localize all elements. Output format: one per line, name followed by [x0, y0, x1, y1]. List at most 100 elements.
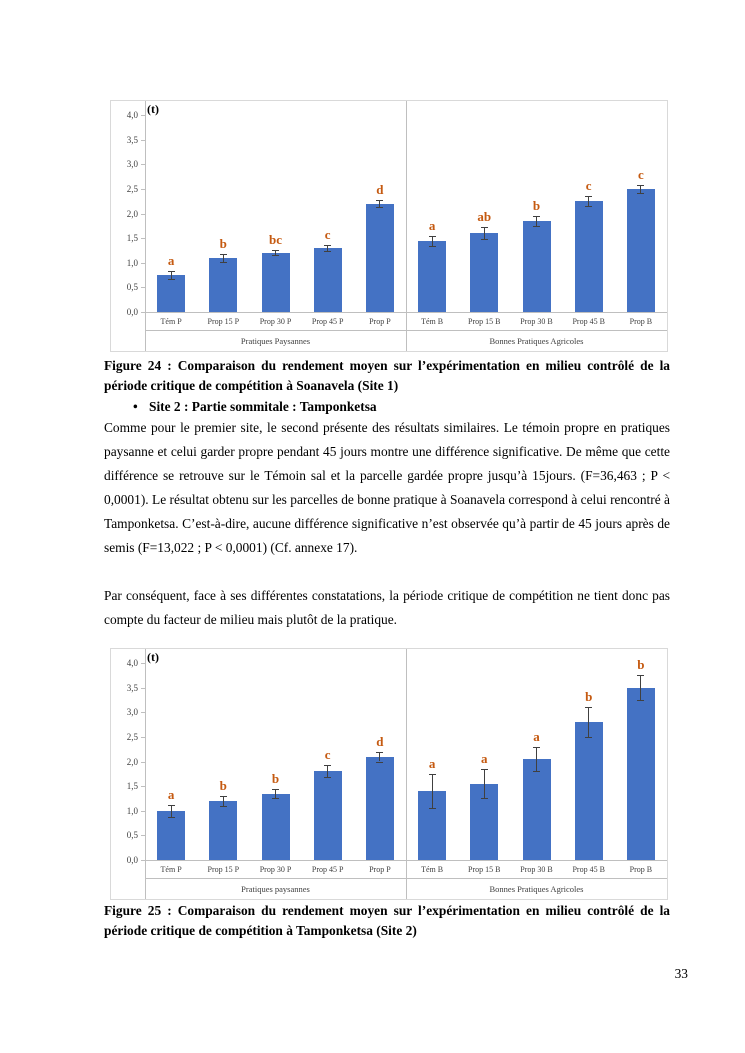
category-label: Prop P	[369, 317, 391, 326]
group-label: Pratiques Paysannes	[240, 336, 311, 346]
y-axis-tick-mark	[141, 736, 145, 738]
bar	[522, 220, 551, 312]
error-bar	[170, 271, 172, 279]
error-bar-cap	[637, 699, 645, 701]
bar	[574, 722, 603, 860]
y-axis-tick-label: 1,0	[126, 805, 138, 816]
error-bar-cap	[533, 771, 540, 773]
y-axis-tick-mark	[141, 139, 145, 141]
error-bar-cap	[272, 255, 279, 257]
y-axis-tick-mark	[141, 761, 145, 763]
y-axis-tick-label: 2,0	[126, 208, 138, 219]
figure-24-caption: Figure 24 : Comparaison du rendement moy…	[104, 358, 670, 393]
y-axis-tick-label: 4,0	[126, 658, 138, 668]
error-bar-cap	[219, 795, 227, 797]
category-label: Prop 15 P	[207, 865, 240, 874]
axis-unit-label: (t)	[147, 102, 159, 116]
y-axis-tick-mark	[141, 115, 145, 116]
error-bar-cap	[167, 279, 175, 280]
significance-letter: a	[428, 755, 436, 771]
y-axis-tick-label: 0,0	[126, 855, 138, 865]
y-axis-tick-mark	[141, 810, 145, 812]
bar	[522, 759, 551, 860]
y-axis-tick-label: 0,0	[126, 307, 138, 317]
bar	[261, 793, 290, 860]
category-label: Prop B	[629, 317, 653, 326]
error-bar-cap	[219, 253, 227, 255]
y-axis-tick-label: 3,0	[126, 707, 138, 718]
y-axis-tick-label: 4,0	[126, 110, 138, 120]
error-bar-cap	[637, 184, 645, 186]
y-axis-tick-label: 3,5	[126, 682, 138, 693]
axis-divider-line	[406, 101, 407, 351]
y-axis-tick-mark	[141, 188, 145, 190]
category-label: Tém P	[160, 317, 182, 326]
error-bar	[327, 765, 329, 778]
significance-letter: c	[638, 166, 644, 182]
error-bar-cap	[533, 215, 540, 217]
category-label: Prop 45 P	[311, 317, 344, 326]
bar	[626, 188, 655, 312]
y-axis-tick-label: 3,5	[126, 134, 138, 145]
error-bar	[640, 675, 642, 700]
error-bar-cap	[637, 675, 645, 677]
error-bar-cap	[428, 245, 436, 247]
bullet-label: Site 2 : Partie sommitale : Tamponketsa	[149, 399, 377, 414]
group-label: Bonnes Pratiques Agricoles	[489, 336, 584, 346]
error-bar	[536, 746, 537, 772]
bar	[209, 257, 238, 312]
error-bar	[327, 245, 329, 251]
significance-letter: c	[324, 747, 331, 763]
bar	[626, 687, 655, 860]
y-axis-tick-label: 2,5	[126, 731, 138, 742]
category-label: Prop P	[369, 865, 391, 874]
y-axis-tick-mark	[141, 262, 145, 264]
error-bar	[483, 227, 485, 240]
error-bar-cap	[428, 773, 436, 775]
error-bar-cap	[167, 816, 175, 818]
significance-letter: a	[167, 253, 175, 269]
error-bar-cap	[376, 200, 384, 202]
bullet-glyph: •	[133, 399, 138, 414]
error-bar-cap	[585, 206, 593, 208]
bar	[157, 810, 186, 860]
axis-divider-line	[145, 649, 146, 899]
error-bar-cap	[480, 227, 488, 229]
error-bar-cap	[324, 250, 332, 252]
significance-letter: b	[637, 657, 645, 673]
error-bar-cap	[376, 207, 384, 209]
error-bar-cap	[585, 707, 593, 709]
significance-letter: b	[271, 770, 280, 786]
x-axis-line	[145, 312, 667, 313]
significance-letter: c	[585, 178, 592, 194]
y-axis-tick-label: 0,5	[126, 282, 138, 293]
category-label: Tém P	[160, 865, 182, 874]
y-axis-tick-label: 1,0	[126, 257, 138, 268]
error-bar-cap	[272, 798, 279, 800]
category-label: Prop 30 B	[520, 865, 553, 874]
axis-unit-label: (t)	[147, 650, 159, 664]
error-bar	[222, 795, 224, 806]
figure-24-chart: 0,0 0,5 1,0 1,5 2,0 2,5 3,0 3,5 4,0 (t) a Tém P b Pro…	[110, 100, 668, 352]
y-axis-tick-mark	[141, 860, 145, 861]
y-axis-tick-mark	[141, 164, 145, 166]
error-bar	[431, 773, 433, 809]
category-label: Prop 30 B	[520, 317, 553, 326]
error-bar	[379, 200, 381, 208]
error-bar-cap	[480, 768, 488, 770]
error-bar-cap	[324, 777, 332, 779]
error-bar	[536, 215, 537, 226]
error-bar-cap	[272, 788, 279, 790]
y-axis-tick-mark	[141, 312, 145, 313]
bar	[574, 201, 603, 312]
error-bar-cap	[585, 196, 593, 198]
bar	[261, 252, 290, 312]
figure-25-caption: Figure 25 : Comparaison du rendement moy…	[104, 903, 670, 938]
error-bar-cap	[585, 736, 593, 738]
x-axis-line	[145, 860, 667, 861]
significance-letter: d	[376, 733, 384, 749]
significance-letter: ab	[477, 209, 492, 225]
significance-letter: bc	[269, 232, 282, 248]
bar	[209, 800, 238, 860]
